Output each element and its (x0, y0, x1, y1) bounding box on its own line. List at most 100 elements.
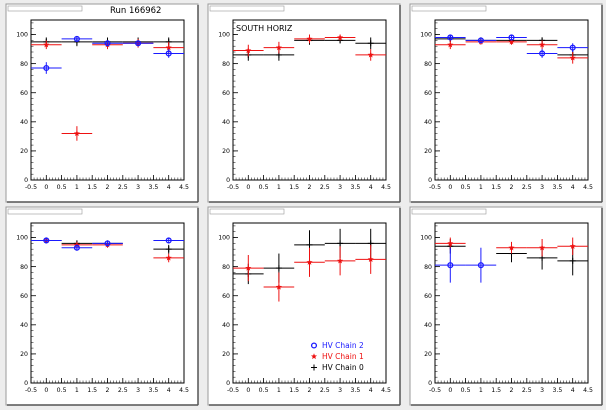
x-tick-label: 1.5 (491, 387, 501, 394)
x-tick-label: 3 (136, 184, 140, 191)
marker-star (275, 283, 282, 290)
pad-title-box (7, 5, 83, 12)
marker-star (367, 51, 374, 58)
legend-label: HV Chain 0 (322, 363, 364, 372)
legend-label: HV Chain 2 (322, 341, 364, 350)
series-hv-chain-2 (31, 35, 184, 74)
x-tick-label: 0.5 (57, 387, 67, 394)
marker-star (447, 41, 454, 48)
pad-title-box (7, 208, 83, 215)
marker-open-circle (477, 262, 484, 269)
marker-open-circle (508, 34, 515, 41)
x-tick-label: -0.5 (25, 184, 37, 191)
marker-star (337, 34, 344, 41)
y-tick-label: 60 (20, 293, 28, 300)
y-tick-label: 0 (226, 380, 230, 387)
marker-star (275, 44, 282, 51)
x-tick-label: 4.5 (583, 387, 593, 394)
pad-background (5, 206, 199, 406)
pad-background (409, 3, 603, 203)
x-tick-label: 4.5 (381, 387, 391, 394)
marker-open-circle (477, 37, 484, 44)
legend: HV Chain 2 HV Chain 1 HV Chain 0 (310, 341, 364, 372)
marker-star (539, 244, 546, 251)
x-tick-label: 1.5 (87, 184, 97, 191)
x-tick-label: 2 (308, 387, 312, 394)
x-tick-label: 2 (510, 387, 514, 394)
pad-background (5, 3, 199, 203)
marker-star (165, 44, 172, 51)
pad-background (207, 206, 401, 406)
legend-marker-star (310, 353, 318, 360)
y-tick-label: 100 (420, 235, 432, 242)
series-hv-chain-1 (233, 34, 386, 61)
series-hv-chain-2 (435, 247, 497, 283)
x-tick-label: 2 (510, 184, 514, 191)
x-tick-label: -0.5 (429, 387, 441, 394)
y-tick-label: 60 (222, 293, 230, 300)
x-tick-label: 0 (246, 184, 250, 191)
y-tick-label: 80 (424, 264, 432, 271)
x-tick-label: 4.5 (179, 387, 189, 394)
x-tick-label: 1 (479, 184, 483, 191)
run-label: Run 166962 (110, 6, 161, 16)
marker-star (43, 41, 50, 48)
x-tick-label: 2.5 (118, 184, 128, 191)
x-tick-label: 1.5 (289, 387, 299, 394)
x-tick-label: -0.5 (25, 387, 37, 394)
y-tick-label: 40 (222, 119, 230, 126)
x-tick-label: 3 (136, 387, 140, 394)
legend-marker-circle (310, 342, 318, 349)
y-tick-label: 0 (428, 380, 432, 387)
y-tick-label: 60 (20, 90, 28, 97)
y-tick-label: 20 (222, 351, 230, 358)
x-tick-label: 3 (540, 184, 544, 191)
y-tick-label: 20 (222, 148, 230, 155)
legend-label: HV Chain 1 (322, 352, 364, 361)
marker-star (569, 54, 576, 61)
x-tick-label: 0 (44, 184, 48, 191)
marker-star (508, 38, 515, 45)
x-tick-label: 4 (571, 184, 575, 191)
pad-title-box (209, 5, 285, 12)
y-tick-label: 0 (428, 177, 432, 184)
pad-title-box (411, 5, 487, 12)
marker-star (165, 254, 172, 261)
x-tick-label: 4 (571, 387, 575, 394)
marker-open-circle (165, 50, 172, 57)
x-tick-label: 2 (106, 387, 110, 394)
marker-open-circle (104, 40, 111, 47)
marker-open-circle (73, 35, 80, 42)
x-tick-label: 0 (246, 387, 250, 394)
x-tick-label: 3.5 (148, 184, 158, 191)
x-tick-label: 3.5 (350, 387, 360, 394)
x-tick-label: 1.5 (491, 184, 501, 191)
pad-title-box (411, 208, 487, 215)
x-tick-label: 4 (167, 387, 171, 394)
marker-star (306, 259, 313, 265)
marker-star (539, 41, 546, 48)
x-tick-label: 2 (308, 184, 312, 191)
x-tick-label: 0 (44, 387, 48, 394)
marker-star (73, 241, 80, 248)
x-tick-label: 1 (277, 387, 281, 394)
series-hv-chain-2 (31, 237, 184, 251)
y-tick-label: 0 (24, 177, 28, 184)
legend-entry: HV Chain 0 (311, 363, 364, 372)
x-tick-label: 3.5 (552, 387, 562, 394)
marker-open-circle (569, 44, 576, 51)
y-tick-label: 80 (222, 61, 230, 68)
marker-open-circle (135, 40, 142, 47)
y-tick-label: 20 (424, 351, 432, 358)
x-tick-label: 3 (338, 387, 342, 394)
y-tick-label: 40 (20, 322, 28, 329)
x-tick-label: 4 (369, 387, 373, 394)
y-tick-label: 80 (424, 61, 432, 68)
y-tick-label: 20 (20, 148, 28, 155)
x-tick-label: 2.5 (118, 387, 128, 394)
marker-open-circle (165, 237, 172, 244)
pad-background (207, 3, 401, 203)
x-tick-label: 0.5 (461, 184, 471, 191)
